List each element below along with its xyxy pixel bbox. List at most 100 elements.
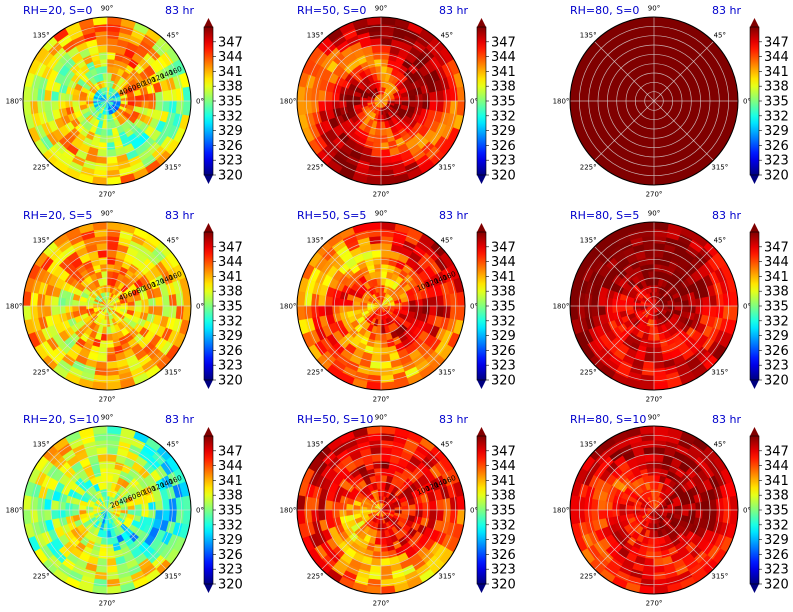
field-cell bbox=[310, 305, 320, 319]
field-cell bbox=[641, 439, 655, 449]
colorbar-tick-label: 338 bbox=[764, 80, 789, 95]
field-cell bbox=[338, 298, 347, 307]
angle-label: 180° bbox=[280, 98, 297, 106]
field-cell bbox=[106, 65, 114, 74]
radius-label: 60 bbox=[127, 83, 138, 94]
colorbar-tick-label: 329 bbox=[491, 329, 516, 344]
colorbar-tick-label: 344 bbox=[491, 255, 516, 270]
field-cell bbox=[645, 142, 655, 151]
field-cell bbox=[653, 65, 661, 74]
angle-label: 270° bbox=[646, 191, 663, 199]
field-cell bbox=[429, 91, 438, 102]
field-cell bbox=[729, 100, 738, 116]
field-cell bbox=[141, 509, 150, 518]
field-cell bbox=[380, 270, 388, 279]
angle-label: 135° bbox=[33, 32, 50, 40]
field-cell bbox=[372, 460, 382, 469]
field-cell bbox=[106, 354, 117, 363]
field-cell bbox=[106, 44, 117, 53]
colorbar-extend-max bbox=[750, 427, 759, 436]
colorbar-tick-label: 320 bbox=[764, 169, 789, 184]
colorbar-tick-label: 338 bbox=[491, 489, 516, 504]
field-cell bbox=[380, 551, 390, 560]
field-cell bbox=[653, 551, 663, 560]
field-cell bbox=[97, 558, 108, 567]
colorbar-tick-label: 329 bbox=[218, 329, 243, 344]
field-cell bbox=[442, 88, 452, 102]
field-cell bbox=[94, 439, 108, 449]
field-cell bbox=[653, 263, 662, 272]
field-cell bbox=[373, 544, 382, 553]
field-cell bbox=[106, 51, 116, 60]
grid-spoke bbox=[47, 100, 108, 161]
angle-label: 180° bbox=[280, 507, 297, 515]
field-cell bbox=[641, 162, 655, 172]
field-cell bbox=[106, 149, 117, 158]
field-cell bbox=[368, 367, 382, 377]
angle-label: 225° bbox=[307, 572, 324, 580]
field-cell bbox=[597, 91, 606, 102]
field-cell bbox=[324, 296, 333, 307]
colorbar-tick-label: 335 bbox=[218, 300, 243, 315]
colorbar-tick-label: 326 bbox=[491, 344, 516, 359]
field-cell bbox=[429, 305, 438, 316]
panel-time-label: 83 hr bbox=[712, 4, 741, 17]
colorbar-tick-label: 344 bbox=[491, 50, 516, 65]
angle-label: 45° bbox=[714, 441, 726, 449]
angle-label: 225° bbox=[580, 572, 597, 580]
colorbar-tick-label: 341 bbox=[218, 65, 243, 80]
angle-label: 180° bbox=[553, 507, 570, 515]
polar-panel-3: 0° 45° 90° 135° 180° 225° 270° 315° RH=80, S=0 83… bbox=[553, 4, 789, 199]
colorbar-tick-label: 323 bbox=[491, 563, 516, 578]
field-cell bbox=[106, 467, 115, 476]
colorbar-extend-min bbox=[477, 175, 486, 184]
field-cell bbox=[380, 17, 396, 26]
field-cell bbox=[583, 100, 593, 114]
angle-label: 90° bbox=[375, 5, 387, 13]
field-cell bbox=[695, 297, 704, 307]
field-cell bbox=[94, 367, 108, 377]
panel-title: RH=20, S=0 bbox=[23, 4, 92, 17]
field-cell bbox=[36, 100, 46, 114]
field-cell bbox=[597, 100, 606, 111]
field-cell bbox=[371, 149, 382, 158]
colorbar-tick-label: 332 bbox=[218, 109, 243, 124]
field-cell bbox=[380, 439, 394, 449]
field-cell bbox=[653, 467, 662, 476]
colorbar-gradient bbox=[477, 232, 486, 380]
panel-title: RH=50, S=5 bbox=[297, 209, 366, 222]
field-cell bbox=[653, 354, 664, 363]
field-cell bbox=[324, 100, 333, 111]
field-cell bbox=[429, 509, 438, 520]
field-cell bbox=[583, 293, 593, 307]
field-cell bbox=[372, 142, 382, 151]
colorbar-tick-label: 326 bbox=[764, 344, 789, 359]
field-cell bbox=[688, 305, 697, 314]
field-cell bbox=[715, 293, 725, 307]
field-cell bbox=[442, 509, 452, 523]
colorbar-tick-label: 323 bbox=[764, 359, 789, 374]
field-cell bbox=[429, 100, 438, 111]
field-cell bbox=[50, 100, 59, 111]
field-cell bbox=[297, 86, 306, 102]
panel-time-label: 83 hr bbox=[439, 413, 468, 426]
angle-label: 180° bbox=[6, 303, 23, 311]
field-cell bbox=[644, 453, 655, 462]
angle-label: 315° bbox=[711, 572, 728, 580]
field-cell bbox=[702, 509, 711, 520]
field-cell bbox=[688, 509, 697, 518]
field-cell bbox=[647, 537, 655, 546]
panel-title: RH=80, S=10 bbox=[570, 413, 646, 426]
field-cell bbox=[408, 305, 417, 313]
field-cell bbox=[681, 100, 690, 108]
field-cell bbox=[106, 460, 116, 469]
angle-label: 135° bbox=[33, 441, 50, 449]
field-cell bbox=[380, 256, 390, 265]
grid-spoke bbox=[321, 41, 382, 102]
field-cell bbox=[141, 100, 150, 109]
field-cell bbox=[653, 256, 663, 265]
colorbar-tick-label: 323 bbox=[491, 359, 516, 374]
colorbar-tick-label: 335 bbox=[764, 300, 789, 315]
angle-label: 45° bbox=[441, 237, 453, 245]
